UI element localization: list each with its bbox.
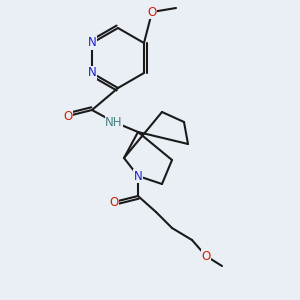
Text: O: O: [110, 196, 118, 208]
Text: N: N: [88, 67, 96, 80]
Text: N: N: [88, 37, 96, 50]
Text: O: O: [201, 250, 211, 262]
Text: NH: NH: [105, 116, 123, 128]
Text: N: N: [134, 169, 142, 182]
Text: O: O: [147, 5, 157, 19]
Text: O: O: [63, 110, 73, 122]
